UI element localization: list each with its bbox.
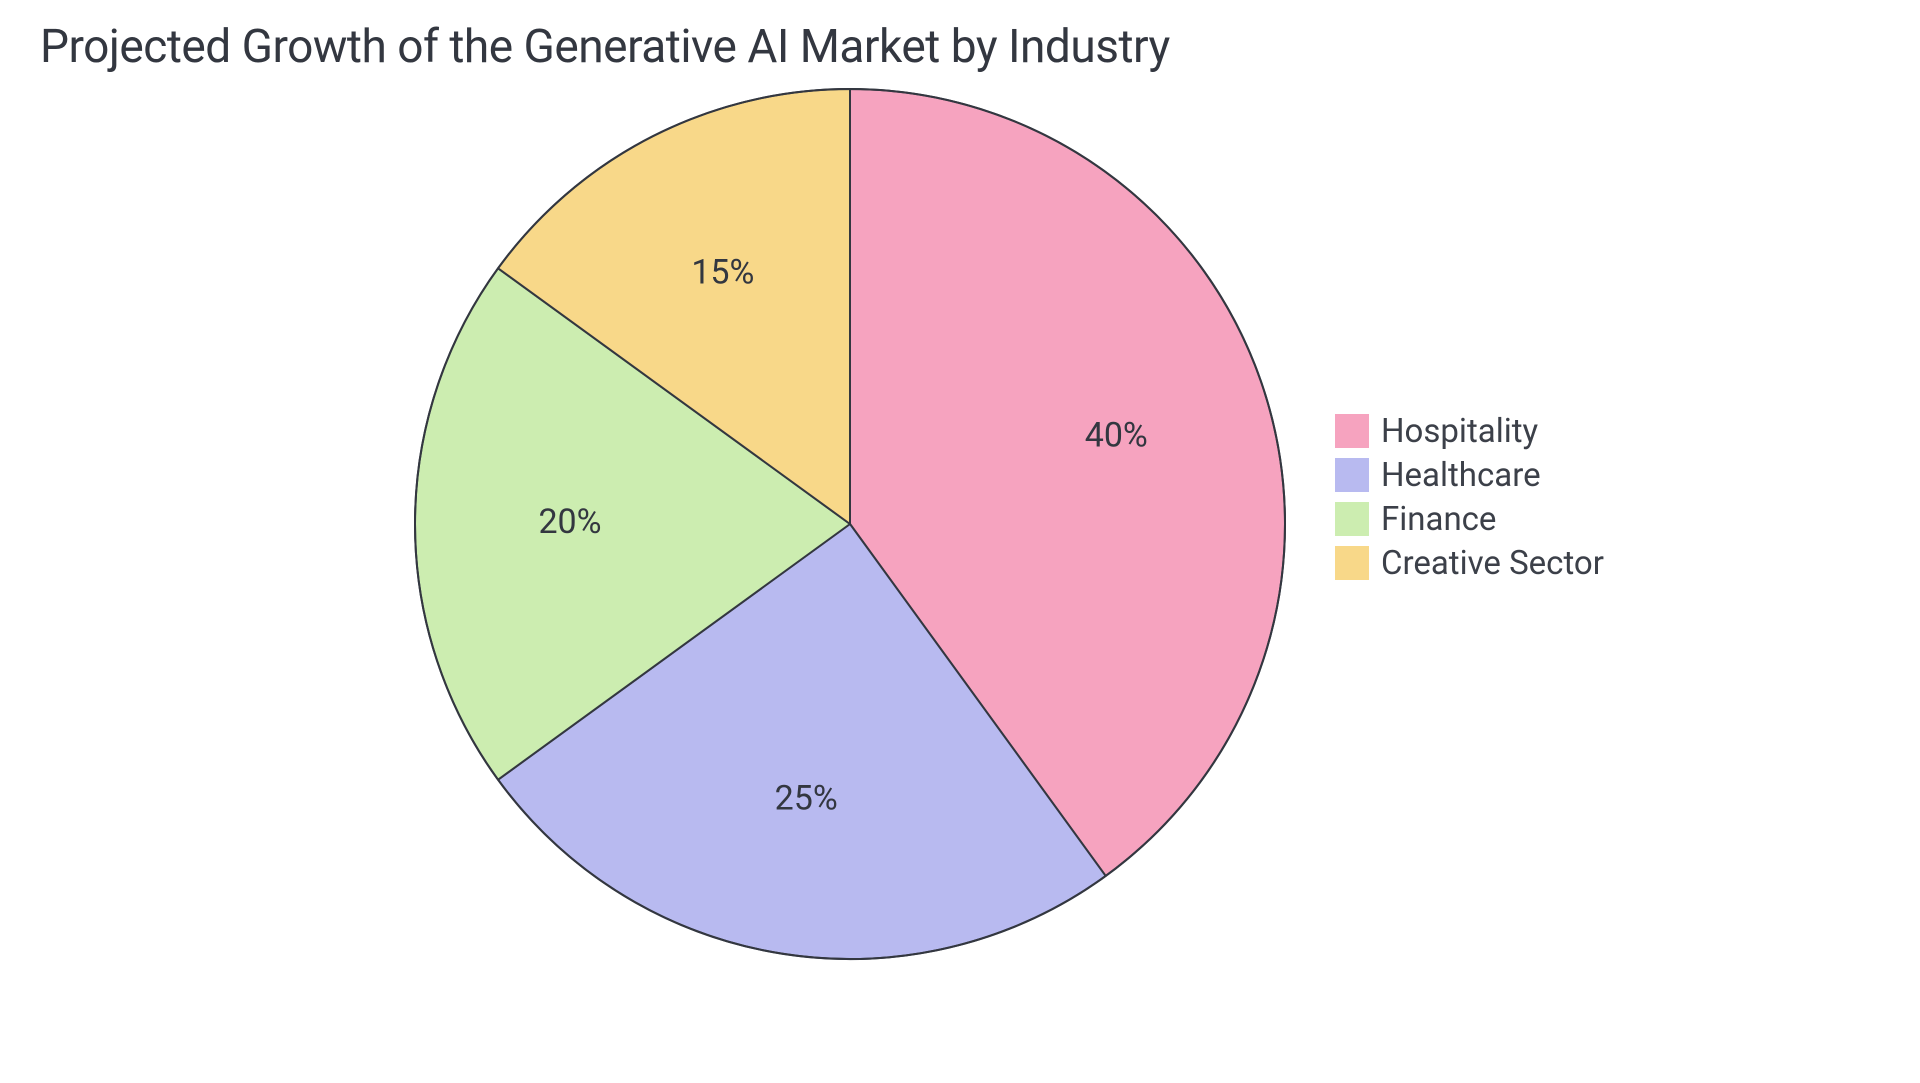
slice-label: 25% bbox=[775, 779, 838, 819]
legend-label: Healthcare bbox=[1381, 459, 1541, 492]
legend-swatch bbox=[1335, 502, 1369, 536]
legend-label: Finance bbox=[1381, 503, 1496, 536]
legend-item: Healthcare bbox=[1335, 458, 1604, 492]
legend-label: Hospitality bbox=[1381, 415, 1538, 448]
legend-label: Creative Sector bbox=[1381, 547, 1604, 580]
legend-item: Finance bbox=[1335, 502, 1604, 536]
pie-chart: 40% 25% 20% 15% bbox=[410, 84, 1290, 964]
legend-item: Hospitality bbox=[1335, 414, 1604, 448]
legend-swatch bbox=[1335, 458, 1369, 492]
chart-title: Projected Growth of the Generative AI Ma… bbox=[40, 20, 1880, 74]
legend: Hospitality Healthcare Finance Creative Sec… bbox=[1335, 414, 1604, 580]
legend-swatch bbox=[1335, 414, 1369, 448]
legend-item: Creative Sector bbox=[1335, 546, 1604, 580]
legend-swatch bbox=[1335, 546, 1369, 580]
slice-label: 20% bbox=[538, 502, 601, 542]
slice-label: 15% bbox=[691, 253, 754, 293]
slice-label: 40% bbox=[1085, 415, 1148, 455]
